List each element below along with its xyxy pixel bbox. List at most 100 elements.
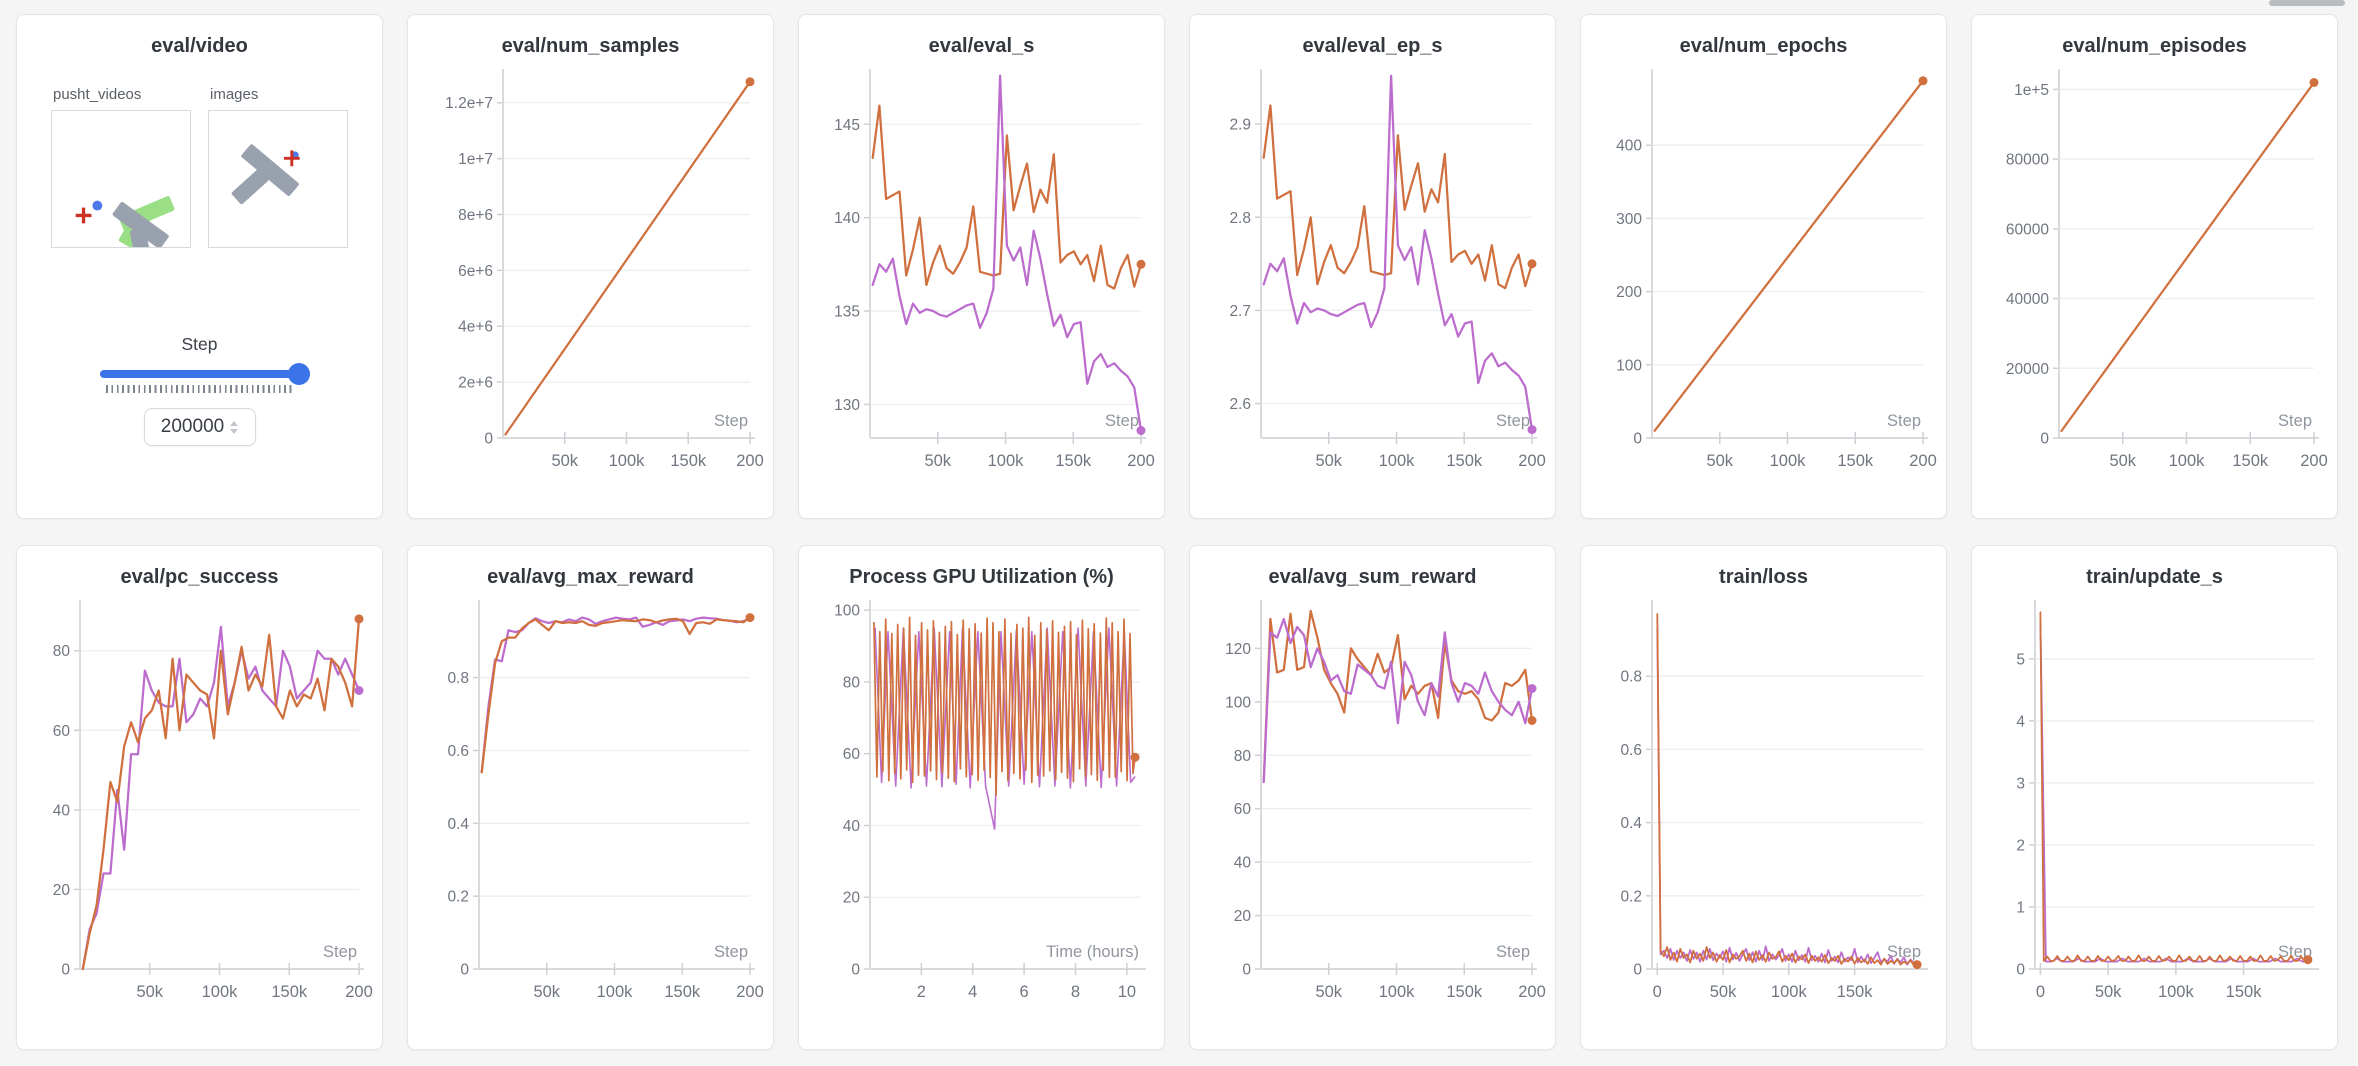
panel-title: eval/pc_success: [120, 566, 279, 588]
chart-eval-num-samples[interactable]: 0 2e+6 4e+6 6e+6 8e+6 1e+7 1.2e+7 50k 100k 150k 20…: [421, 64, 764, 484]
svg-text:40: 40: [53, 802, 71, 819]
svg-text:80000: 80000: [2006, 152, 2049, 169]
panel-title: train/update_s: [2086, 566, 2223, 588]
svg-text:0.2: 0.2: [1620, 888, 1642, 905]
svg-text:0: 0: [484, 431, 493, 448]
chart-eval-eval-ep-s[interactable]: 2.6 2.7 2.8 2.9 50k 100k 150k 200 Step: [1203, 64, 1546, 484]
svg-text:80: 80: [1234, 748, 1252, 765]
svg-text:100k: 100k: [202, 983, 239, 1001]
svg-text:200: 200: [1127, 452, 1155, 470]
svg-text:6e+6: 6e+6: [458, 263, 493, 280]
svg-text:0.8: 0.8: [1620, 669, 1642, 686]
svg-text:50k: 50k: [1710, 983, 1737, 1001]
svg-text:20: 20: [843, 890, 861, 907]
slider-track-fill: [99, 370, 300, 378]
series-run-purple: [2039, 620, 2309, 963]
panel-process-gpu-utilization: Process GPU Utilization (%) 0 20 40 60 80 100 2…: [798, 545, 1165, 1050]
svg-text:3: 3: [2016, 775, 2025, 792]
pusht-video-thumbnail[interactable]: [51, 110, 191, 248]
svg-text:60: 60: [843, 746, 861, 763]
svg-text:20000: 20000: [2006, 361, 2049, 378]
svg-text:100k: 100k: [988, 452, 1025, 470]
agent-dot: [92, 200, 103, 211]
step-value-spinner[interactable]: 200000: [143, 408, 256, 446]
chart-eval-avg-max-reward[interactable]: 0 0.2 0.4 0.6 0.8 50k 100k 150k 200 Step: [421, 595, 764, 1015]
panel-title: eval/num_episodes: [2062, 35, 2247, 57]
panel-eval-avg-sum-reward: eval/avg_sum_reward 0 20 40 60 80 100 120 50k 100…: [1189, 545, 1556, 1050]
panel-eval-num-samples: eval/num_samples 0 2e+6 4e+6 6e+6 8e+6 1e+7 1.2…: [407, 14, 774, 519]
series-end-dot-run-orange: [1912, 960, 1922, 970]
panel-train-loss: train/loss 0 0.2 0.4 0.6 0.8 0 50k 100k 150k Step: [1580, 545, 1947, 1050]
series-run-orange: [480, 616, 752, 774]
spinner-up-icon[interactable]: [230, 420, 239, 426]
chart-eval-avg-sum-reward[interactable]: 0 20 40 60 80 100 120 50k 100k 150k 200 Step: [1203, 595, 1546, 1015]
series-run-purple: [871, 74, 1143, 432]
chart-eval-num-epochs[interactable]: 0 100 200 300 400 50k 100k 150k 200 Step: [1594, 64, 1937, 484]
series-end-dot-run-orange: [2303, 955, 2313, 965]
svg-text:100k: 100k: [1379, 983, 1416, 1001]
svg-text:1e+5: 1e+5: [2014, 82, 2049, 99]
svg-text:200: 200: [1518, 983, 1546, 1001]
svg-text:0: 0: [1633, 431, 1642, 448]
step-slider-label: Step: [181, 334, 218, 354]
svg-text:50k: 50k: [1315, 983, 1342, 1001]
panel-eval-eval-ep-s: eval/eval_ep_s 2.6 2.7 2.8 2.9 50k 100k 150k 200…: [1189, 14, 1556, 519]
series-run-orange: [81, 617, 361, 971]
svg-text:150k: 150k: [2226, 983, 2263, 1001]
svg-text:2: 2: [917, 983, 926, 1001]
panel-eval-avg-max-reward: eval/avg_max_reward 0 0.2 0.4 0.6 0.8 50k 100k 1…: [407, 545, 774, 1050]
step-value[interactable]: 200000: [160, 416, 225, 437]
svg-text:100k: 100k: [1379, 452, 1416, 470]
svg-text:2: 2: [2016, 837, 2025, 854]
svg-text:4: 4: [2016, 713, 2025, 730]
svg-text:100k: 100k: [1771, 983, 1808, 1001]
svg-text:0: 0: [2040, 431, 2049, 448]
chart-train-loss[interactable]: 0 0.2 0.4 0.6 0.8 0 50k 100k 150k Step: [1594, 595, 1933, 1015]
svg-text:0.8: 0.8: [447, 670, 469, 687]
svg-text:0: 0: [1242, 962, 1251, 979]
svg-text:60: 60: [53, 723, 71, 740]
svg-text:150k: 150k: [664, 983, 701, 1001]
series-run-purple: [1262, 617, 1534, 784]
slider-thumb[interactable]: [287, 363, 310, 385]
chart-process-gpu-utilization[interactable]: 0 20 40 60 80 100 2 4 6 8 10 Time (hours): [812, 595, 1151, 1015]
svg-text:10: 10: [1118, 983, 1136, 1001]
svg-text:1e+7: 1e+7: [458, 151, 493, 168]
panel-title: eval/avg_max_reward: [487, 566, 694, 588]
svg-text:Step: Step: [1105, 412, 1139, 430]
gray-t-block: [231, 144, 299, 205]
svg-text:50k: 50k: [136, 983, 163, 1001]
svg-text:2.6: 2.6: [1229, 396, 1251, 413]
svg-text:140: 140: [834, 210, 860, 227]
media-thumbnails: pusht_videos images: [17, 86, 382, 248]
step-slider[interactable]: [99, 363, 310, 385]
chart-eval-num-episodes[interactable]: 0 20000 40000 60000 80000 1e+5 50k 100k 150k 200 S…: [1985, 64, 2328, 484]
svg-text:135: 135: [834, 304, 860, 321]
panel-eval-num-epochs: eval/num_epochs 0 100 200 300 400 50k 100k 150k 2…: [1580, 14, 1947, 519]
pusht-videos-label: pusht_videos: [53, 86, 142, 103]
images-thumbnail[interactable]: [208, 110, 348, 248]
series-run-orange: [871, 104, 1143, 290]
chart-eval-pc-success[interactable]: 0 20 40 60 80 50k 100k 150k 200 Step: [30, 595, 373, 1015]
svg-text:2e+6: 2e+6: [458, 375, 493, 392]
horizontal-scrollbar-thumb[interactable]: [2269, 0, 2345, 6]
svg-text:2.9: 2.9: [1229, 117, 1251, 134]
chart-eval-eval-s[interactable]: 130 135 140 145 50k 100k 150k 200 Step: [812, 64, 1155, 484]
spinner-arrows[interactable]: [230, 420, 239, 434]
svg-text:40: 40: [1234, 855, 1252, 872]
svg-text:0: 0: [2036, 983, 2045, 1001]
svg-text:0.6: 0.6: [1620, 742, 1642, 759]
svg-text:150k: 150k: [1446, 452, 1483, 470]
svg-text:100k: 100k: [2158, 983, 2195, 1001]
svg-text:Step: Step: [1887, 943, 1921, 961]
series-run-orange: [2039, 611, 2309, 962]
chart-train-update-s[interactable]: 0 1 2 3 4 5 0 50k 100k 150k Step: [1985, 595, 2324, 1015]
series-run-orange: [1262, 104, 1534, 290]
spinner-down-icon[interactable]: [230, 428, 239, 434]
svg-text:200: 200: [345, 983, 373, 1001]
svg-text:Step: Step: [1887, 412, 1921, 430]
svg-text:400: 400: [1616, 138, 1642, 155]
series-run-purple: [1656, 627, 1918, 966]
svg-text:50k: 50k: [551, 452, 578, 470]
gray-t-block: [112, 201, 169, 247]
